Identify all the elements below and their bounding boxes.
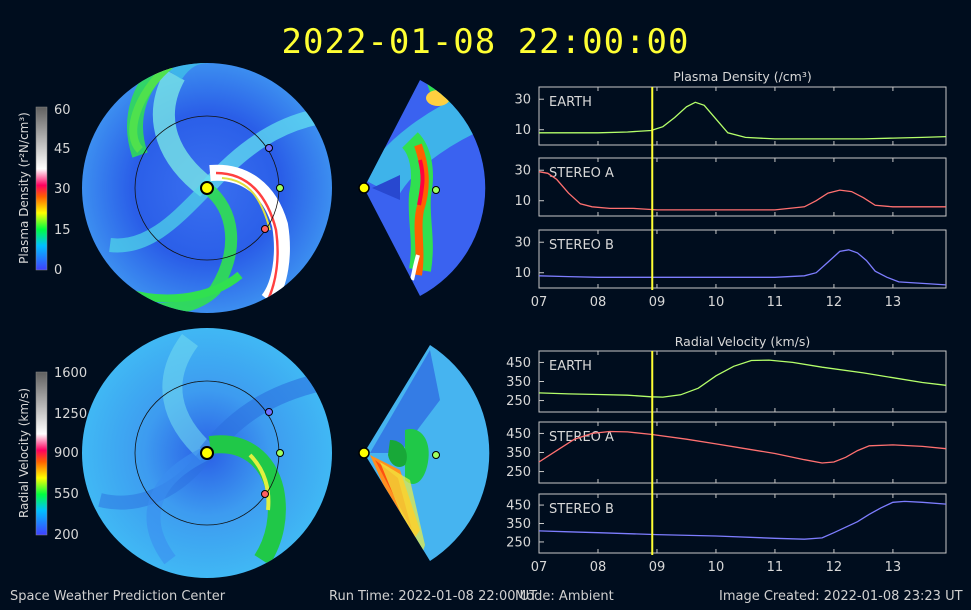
x-tick-label: 12 <box>826 295 843 310</box>
series-label: EARTH <box>549 95 592 110</box>
plot-panel-frame <box>538 157 947 217</box>
plot-panel-frame <box>538 86 947 146</box>
series-line-stereo-b <box>538 500 947 540</box>
velocity-colorbar-tick: 1600 <box>54 366 87 381</box>
x-tick-label: 08 <box>590 295 607 310</box>
x-tick-label: 09 <box>649 295 666 310</box>
x-tick-label: 07 <box>531 560 548 575</box>
density-heliosphere-disk <box>82 63 332 313</box>
x-tick-label: 08 <box>590 560 607 575</box>
y-tick-label: 450 <box>506 499 531 514</box>
footer-center-name: Space Weather Prediction Center <box>10 589 226 604</box>
x-tick-label: 12 <box>826 560 843 575</box>
velocity-colorbar-tick: 900 <box>54 446 79 461</box>
series-line-earth <box>538 359 947 398</box>
density-colorbar: Plasma Density (r²N/cm³) 60 45 30 15 0 <box>17 103 71 278</box>
x-tick-label: 11 <box>767 295 784 310</box>
density-colorbar-tick: 30 <box>54 182 71 197</box>
velocity-colorbar-label: Radial Velocity (km/s) <box>17 388 31 518</box>
x-tick-label: 13 <box>885 560 902 575</box>
density-colorbar-label: Plasma Density (r²N/cm³) <box>17 112 31 264</box>
series-line-stereo-a <box>538 171 946 211</box>
y-tick-label: 10 <box>514 266 531 281</box>
chart-title: Radial Velocity (km/s) <box>675 334 811 349</box>
velocity-heliosphere-disk <box>82 328 332 578</box>
series-line-stereo-b <box>538 249 947 286</box>
y-tick-label: 30 <box>514 164 531 179</box>
density-colorbar-tick: 0 <box>54 263 62 278</box>
series-line-earth <box>539 101 947 140</box>
x-tick-label: 07 <box>531 295 548 310</box>
footer-mode: Mode: Ambient <box>515 589 614 604</box>
chart-title: Plasma Density (/cm³) <box>673 69 812 84</box>
y-tick-label: 450 <box>506 427 531 442</box>
plot-panel-frame <box>538 350 947 413</box>
time-series-charts: Plasma Density (/cm³) 30 10 EARTH 30 10 STEREO… <box>506 69 947 575</box>
x-tick-label: 09 <box>649 560 666 575</box>
y-tick-label: 250 <box>506 394 531 409</box>
y-tick-label: 10 <box>514 123 531 138</box>
density-meridional-wedge <box>358 80 486 296</box>
y-tick-label: 450 <box>506 356 531 371</box>
density-colorbar-tick: 45 <box>54 142 71 157</box>
x-tick-label: 10 <box>708 560 725 575</box>
velocity-meridional-wedge <box>358 345 490 561</box>
series-label: STEREO B <box>549 238 614 253</box>
y-tick-label: 350 <box>506 446 531 461</box>
y-tick-label: 10 <box>514 194 531 209</box>
footer-run-time: Run Time: 2022-01-08 22:00 UT <box>329 589 538 604</box>
x-tick-label: 10 <box>708 295 725 310</box>
y-tick-label: 250 <box>506 535 531 550</box>
velocity-colorbar-tick: 200 <box>54 528 79 543</box>
forecast-datetime: 2022-01-08 22:00:00 <box>281 22 690 62</box>
x-tick-label: 13 <box>885 295 902 310</box>
velocity-colorbar-tick: 1250 <box>54 407 87 422</box>
y-tick-label: 30 <box>514 236 531 251</box>
density-colorbar-tick: 15 <box>54 223 71 238</box>
velocity-colorbar-tick: 550 <box>54 487 79 502</box>
plot-panel-frame <box>538 229 947 289</box>
series-label: STEREO B <box>549 502 614 517</box>
x-tick-label: 11 <box>767 560 784 575</box>
y-tick-label: 350 <box>506 375 531 390</box>
y-tick-label: 350 <box>506 517 531 532</box>
velocity-colorbar: Radial Velocity (km/s) 1600 1250 900 550… <box>17 366 87 543</box>
series-line-stereo-a <box>538 430 947 464</box>
density-colorbar-tick: 60 <box>54 103 71 118</box>
footer-image-created: Image Created: 2022-01-08 23:23 UT <box>719 589 963 604</box>
series-label: STEREO A <box>549 166 614 181</box>
y-tick-label: 30 <box>514 93 531 108</box>
series-label: EARTH <box>549 359 592 374</box>
y-tick-label: 250 <box>506 465 531 480</box>
